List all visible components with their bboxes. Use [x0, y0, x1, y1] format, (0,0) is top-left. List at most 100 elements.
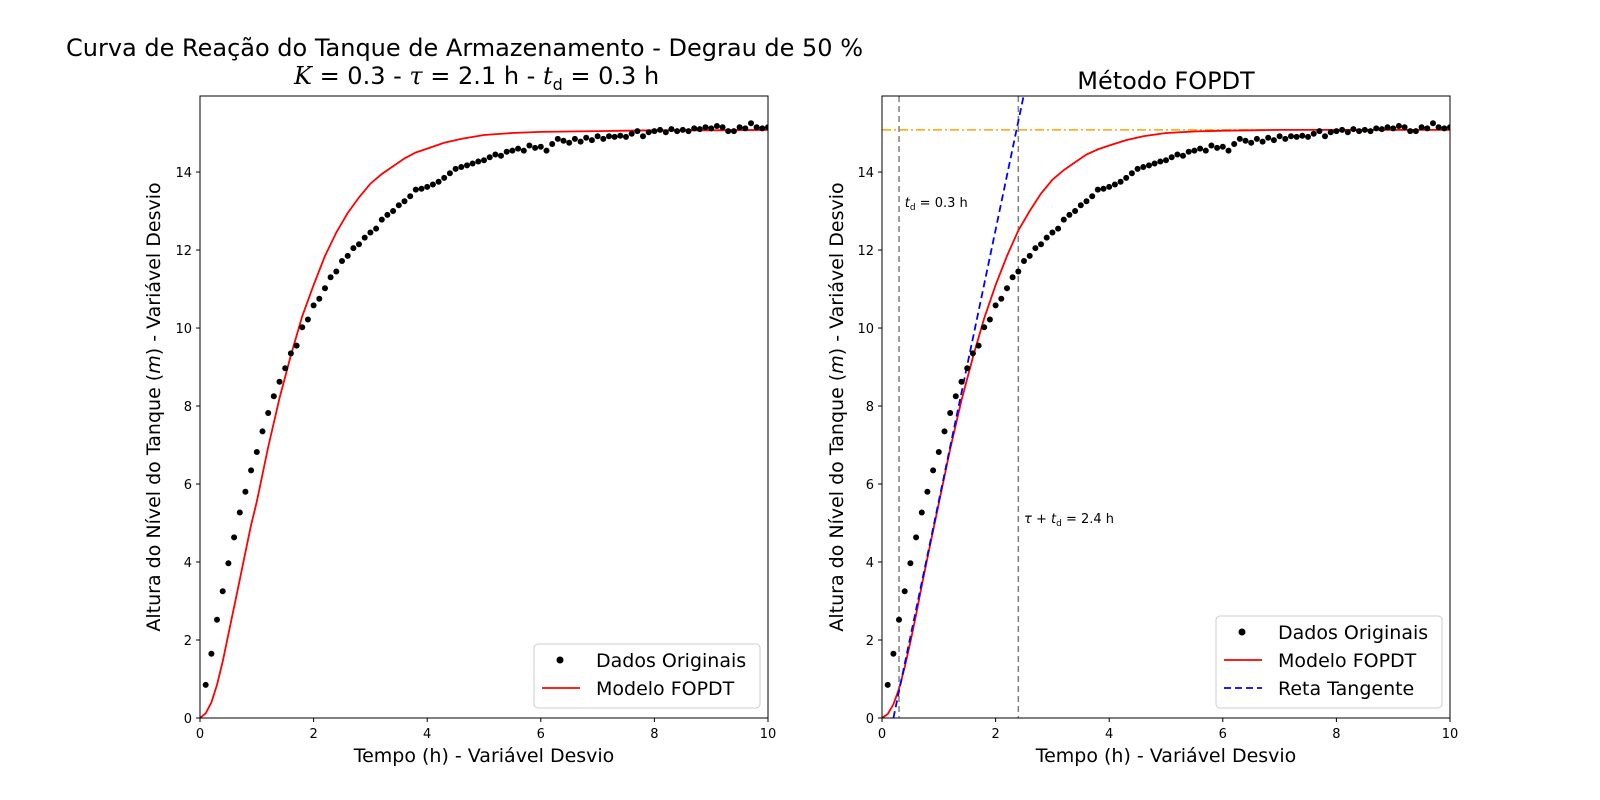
data-point	[1253, 135, 1260, 142]
y-tick-label: 12	[857, 244, 874, 259]
data-point	[475, 158, 482, 165]
data-point	[446, 170, 453, 177]
figure-subtitle: K = 0.3 - τ = 2.1 h - td = 0.3 h	[294, 62, 659, 94]
data-point	[367, 229, 374, 236]
data-point	[719, 124, 726, 131]
data-point	[1123, 174, 1130, 181]
data-point	[1390, 125, 1397, 132]
data-point	[913, 534, 920, 541]
data-point	[441, 174, 448, 181]
data-point	[742, 125, 749, 132]
data-point	[1151, 160, 1158, 167]
legend-box-left	[533, 643, 761, 709]
subtitle-k-value: = 0.3 -	[311, 62, 410, 90]
x-tick-label: 4	[1105, 727, 1113, 742]
data-point	[549, 141, 556, 147]
data-point	[975, 342, 982, 349]
data-point	[1197, 145, 1204, 152]
data-point	[640, 133, 646, 140]
data-point	[1185, 148, 1192, 155]
x-tick-label: 10	[760, 727, 777, 742]
annotation-value: = 0.3 h	[916, 196, 968, 211]
data-point	[765, 124, 768, 131]
data-point	[1248, 139, 1255, 146]
series-line-modelo-fopdt	[200, 129, 768, 718]
data-point	[492, 151, 499, 158]
y-axis-label-right: Altura do Nível do Tanque (m) - Variável…	[826, 182, 848, 631]
legend-label-dados-right: Dados Originais	[1278, 622, 1428, 644]
data-point	[1276, 133, 1283, 140]
annotation-tau-td: τ + td = 2.4 h	[1024, 512, 1114, 529]
data-point	[890, 650, 897, 657]
data-point	[356, 241, 362, 248]
data-point	[219, 588, 226, 595]
data-point	[935, 449, 942, 455]
data-point	[736, 124, 743, 131]
x-tick-label: 10	[1442, 727, 1459, 742]
data-point	[623, 133, 629, 140]
x-axis-label-right: Tempo (h) - Variável Desvio	[1035, 745, 1297, 767]
data-point	[344, 252, 351, 259]
data-point	[662, 129, 669, 136]
data-point	[577, 138, 584, 145]
x-tick-label: 4	[423, 727, 431, 742]
data-point	[1174, 151, 1181, 158]
data-point	[503, 148, 510, 155]
data-point	[1094, 186, 1101, 193]
data-point	[1339, 126, 1346, 133]
data-point	[657, 126, 664, 133]
data-point	[952, 393, 959, 400]
legend-left: Dados Originais Modelo FOPDT	[533, 643, 761, 709]
data-point	[651, 128, 658, 135]
plot-marks-left	[200, 120, 768, 718]
axis-ticks-right: 0 2 4 6 8 10 0 2 4 6 8 10 12 14	[857, 166, 1458, 742]
data-point	[986, 316, 993, 323]
data-point	[1305, 133, 1311, 140]
data-point	[1191, 147, 1198, 154]
data-point	[310, 302, 317, 309]
data-point	[566, 139, 573, 146]
annotation-subscript: d	[1056, 519, 1062, 529]
data-point	[588, 137, 595, 144]
data-point	[1350, 126, 1357, 133]
data-point	[571, 135, 578, 142]
data-point	[884, 681, 891, 688]
data-point	[1140, 164, 1147, 170]
data-point	[691, 125, 698, 132]
data-point	[429, 181, 436, 188]
data-point	[628, 130, 635, 137]
data-point	[276, 378, 283, 385]
data-point	[1384, 124, 1391, 131]
data-point	[464, 162, 470, 169]
data-point	[214, 616, 220, 623]
data-point	[515, 145, 522, 152]
data-point	[1089, 193, 1096, 200]
data-point	[1282, 135, 1289, 142]
data-point	[543, 147, 550, 154]
data-point	[384, 211, 391, 218]
data-point	[424, 183, 431, 190]
data-point	[583, 134, 590, 141]
data-point	[679, 126, 686, 133]
ylabel-part: Altura do Nível do Tanque (	[826, 374, 848, 632]
data-point	[412, 186, 419, 193]
data-point	[1055, 225, 1062, 232]
data-point	[617, 132, 624, 139]
data-point	[1401, 124, 1408, 131]
subtitle-tau-value: = 2.1 h -	[422, 62, 543, 90]
x-tick-label: 2	[991, 727, 999, 742]
data-point	[1288, 133, 1294, 140]
y-tick-label: 4	[184, 556, 192, 571]
data-point	[253, 449, 260, 455]
data-point	[1168, 154, 1175, 161]
data-point	[685, 128, 692, 135]
clipped-marks	[882, 96, 1450, 718]
x-tick-label: 0	[878, 727, 886, 742]
annotation-operator: +	[1032, 512, 1051, 527]
data-point	[1265, 134, 1272, 141]
data-point	[1395, 123, 1402, 129]
data-point	[333, 268, 340, 275]
data-point	[1378, 126, 1385, 133]
data-point	[270, 393, 277, 400]
data-point	[293, 342, 300, 349]
